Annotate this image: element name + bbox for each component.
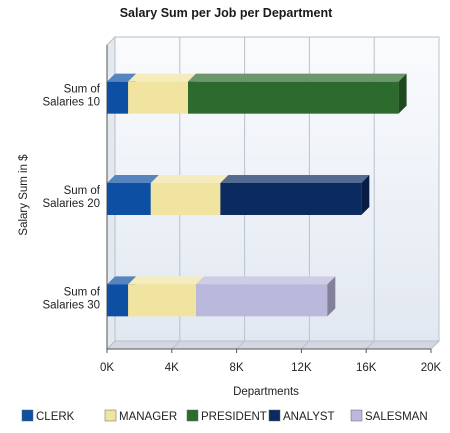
- legend-item: CLERK: [21, 409, 75, 423]
- legend-swatch: [21, 409, 34, 422]
- legend-label: PRESIDENT: [201, 411, 267, 423]
- legend: CLERK MANAGER PRESIDENT ANALYST SALESMAN: [21, 409, 428, 423]
- y-tick-label: Sum of Salaries 30: [42, 286, 100, 311]
- bar-segment-manager: [128, 73, 196, 114]
- bar-side-face: [327, 276, 336, 317]
- bar-top-face: [107, 73, 137, 82]
- x-tick-labels: 0K 4K 8K 12K 16K 20K: [100, 362, 442, 374]
- bar-top-face: [107, 175, 159, 183]
- gridline-floor: [301, 340, 310, 350]
- bar-segment-manager: [150, 175, 229, 215]
- y-tick-label: Sum of Salaries 10: [42, 84, 100, 109]
- bar-front-face: [150, 183, 221, 215]
- bar-segment-salesman: [196, 276, 336, 317]
- legend-label: SALESMAN: [365, 411, 428, 423]
- bar-side-face: [361, 175, 370, 215]
- bar-segment-president: [188, 73, 407, 114]
- legend-label: MANAGER: [119, 411, 177, 423]
- gridline-floor: [236, 340, 245, 350]
- bar-top-face: [196, 276, 336, 285]
- x-tick-label: 0K: [100, 362, 114, 374]
- y-tick-label: Sum of Salaries 20: [42, 185, 100, 210]
- legend-swatch: [104, 409, 117, 422]
- legend-swatch: [268, 409, 281, 422]
- legend-item: SALESMAN: [350, 409, 428, 423]
- plot-floor: [105, 340, 441, 350]
- legend-swatch: [350, 409, 363, 422]
- legend-item: ANALYST: [268, 409, 335, 423]
- bar-segment-manager: [128, 276, 205, 317]
- legend-item: PRESIDENT: [186, 409, 267, 423]
- legend-label: CLERK: [36, 411, 75, 423]
- bar-front-face: [220, 183, 362, 215]
- bar-top-face: [150, 175, 229, 183]
- bar-segment-analyst: [220, 175, 370, 215]
- gridline-floor: [171, 340, 181, 350]
- bar-front-face: [196, 284, 328, 317]
- bar-front-face: [128, 81, 188, 114]
- bar-top-face: [128, 276, 205, 285]
- bar-front-face: [128, 284, 197, 317]
- gridline-floor: [430, 340, 440, 350]
- bar-top-face: [188, 73, 407, 82]
- bar-front-face: [188, 81, 399, 114]
- x-tick-label: 4K: [165, 362, 179, 374]
- gridline-floor: [365, 340, 375, 350]
- x-tick-label: 20K: [421, 362, 442, 374]
- x-axis-label: Departments: [233, 386, 299, 398]
- bar-side-face: [398, 73, 407, 114]
- x-tick-label: 16K: [356, 362, 377, 374]
- x-tick-label: 8K: [230, 362, 244, 374]
- bar-top-face: [107, 276, 137, 285]
- bar-front-face: [107, 284, 129, 317]
- legend-label: ANALYST: [283, 411, 335, 423]
- bars: [107, 73, 407, 317]
- legend-swatch: [186, 409, 199, 422]
- bar-top-face: [220, 175, 370, 183]
- y-tick-labels: Sum of Salaries 10 Sum of Salaries 20 Sum of…: [42, 84, 100, 312]
- x-tick-label: 12K: [291, 362, 312, 374]
- bar-front-face: [107, 81, 129, 114]
- chart-title: Salary Sum per Job per Department: [120, 6, 333, 20]
- legend-item: MANAGER: [104, 409, 177, 423]
- y-axis-label: Salary Sum in $: [18, 154, 30, 236]
- bar-top-face: [128, 73, 196, 82]
- bar-front-face: [107, 183, 151, 215]
